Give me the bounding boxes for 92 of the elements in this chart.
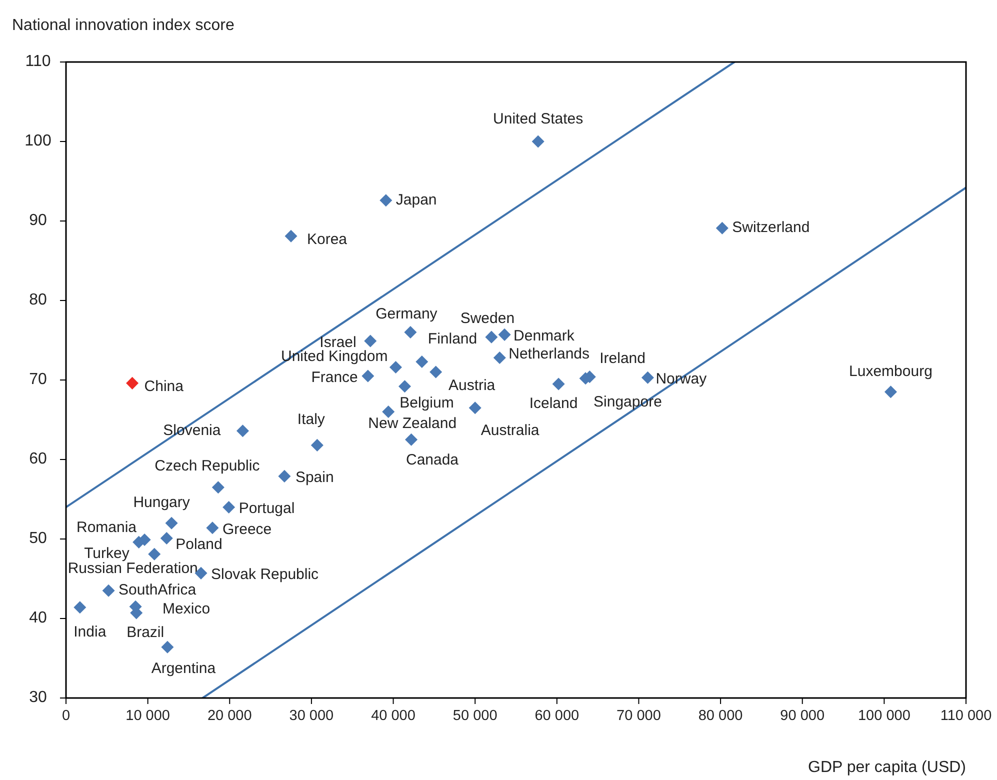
annotation: Italy — [297, 411, 326, 428]
y-tick-label: 110 — [25, 53, 51, 70]
annotation: United States — [493, 110, 584, 128]
annotation: China — [144, 378, 184, 396]
annotation: Sweden — [460, 310, 515, 328]
point — [498, 328, 511, 341]
x-tick-label: 50 000 — [452, 708, 498, 724]
y-tick-label: 40 — [29, 610, 47, 627]
point — [148, 548, 161, 560]
annotation: Canada — [406, 452, 460, 469]
x-tick-label: 60 000 — [534, 708, 580, 724]
x-tick-label: 30 000 — [289, 708, 334, 724]
y-tick-label: 60 — [29, 450, 47, 468]
annotation: SouthAfrica — [118, 582, 197, 599]
point — [126, 376, 139, 390]
annotation: Brazil — [126, 624, 164, 641]
y-tick-label: 100 — [24, 132, 52, 150]
point — [430, 366, 442, 378]
point — [382, 406, 395, 418]
annotation: Hungary — [133, 494, 190, 512]
annotation: Iceland — [529, 394, 578, 412]
annotation: France — [311, 368, 358, 386]
x-tick-label: 20 000 — [207, 708, 252, 724]
annotation: India — [74, 623, 107, 640]
point — [485, 330, 498, 344]
point — [468, 402, 482, 414]
point — [284, 230, 298, 242]
annotation: Japan — [396, 191, 437, 208]
x-tick-label: 80 000 — [698, 708, 743, 724]
x-tick-label: 40 000 — [371, 708, 416, 724]
y-axis-title: National innovation index score — [12, 17, 234, 34]
point — [389, 361, 402, 374]
annotation: Finland — [428, 330, 478, 348]
annotation: Russian Federation — [68, 560, 198, 578]
annotation: Ireland — [600, 350, 646, 367]
y-tick-label: 30 — [29, 689, 47, 706]
point — [364, 334, 377, 348]
annotation: Luxembourg — [849, 362, 932, 380]
point — [405, 433, 418, 446]
annotation: Switzerland — [732, 219, 810, 236]
point — [206, 522, 219, 534]
annotation: Spain — [295, 469, 334, 486]
annotation: Turkey — [84, 545, 130, 562]
point — [398, 380, 411, 393]
annotation: Czech Republic — [154, 457, 260, 474]
x-tick-label: 0 — [62, 708, 70, 724]
point — [416, 355, 428, 368]
annotation: Netherlands — [508, 346, 590, 363]
annotation: Australia — [480, 422, 540, 439]
y-tick-label: 70 — [29, 371, 47, 388]
annotation: Slovak Republic — [211, 566, 320, 584]
y-tick-label: 90 — [29, 212, 47, 230]
point — [884, 386, 897, 398]
annotation: Austria — [448, 377, 496, 394]
point — [532, 135, 544, 148]
annotation: Mexico — [162, 600, 210, 618]
point — [165, 516, 178, 530]
point — [362, 370, 374, 382]
x-tick-label: 90 000 — [780, 708, 825, 724]
y-tick-label: 50 — [29, 530, 47, 548]
point — [161, 640, 174, 654]
annotation: Portugal — [238, 500, 295, 518]
point — [716, 222, 728, 234]
point — [493, 351, 506, 364]
annotation: Denmark — [514, 328, 575, 345]
point — [236, 424, 249, 438]
annotation: Argentina — [151, 660, 216, 678]
annotation: Romania — [76, 518, 138, 536]
x-tick-label: 100 000 — [858, 708, 910, 724]
annotation: Belgium — [400, 394, 454, 412]
point — [641, 371, 654, 384]
annotation: Israel — [320, 334, 356, 352]
annotation: Germany — [376, 305, 438, 322]
point — [160, 532, 173, 544]
point — [552, 378, 565, 390]
x-tick-label: 70 000 — [616, 708, 661, 724]
x-axis-title: GDP per capita (USD) — [808, 759, 966, 776]
annotation: New Zealand — [368, 414, 457, 432]
point — [102, 584, 115, 597]
annotation: Korea — [307, 231, 348, 248]
x-tick-label: 10 000 — [126, 708, 170, 724]
point — [380, 194, 392, 207]
x-tick-label: 110 000 — [940, 708, 992, 724]
annotation: Poland — [176, 536, 222, 554]
point — [212, 481, 224, 494]
point — [222, 500, 236, 514]
point — [74, 601, 86, 614]
point — [404, 326, 417, 339]
point — [278, 470, 291, 482]
annotation: Greece — [222, 520, 272, 538]
point — [310, 438, 324, 452]
y-tick-label: 80 — [29, 292, 47, 309]
